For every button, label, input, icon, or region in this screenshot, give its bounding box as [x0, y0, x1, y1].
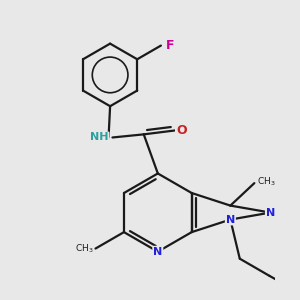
Text: F: F	[166, 39, 174, 52]
Text: O: O	[176, 124, 187, 137]
Text: N: N	[153, 247, 162, 257]
Text: N: N	[226, 214, 235, 225]
Text: CH$_3$: CH$_3$	[257, 175, 275, 188]
Text: NH: NH	[90, 133, 109, 142]
Text: CH$_3$: CH$_3$	[74, 242, 93, 255]
Text: N: N	[266, 208, 275, 218]
